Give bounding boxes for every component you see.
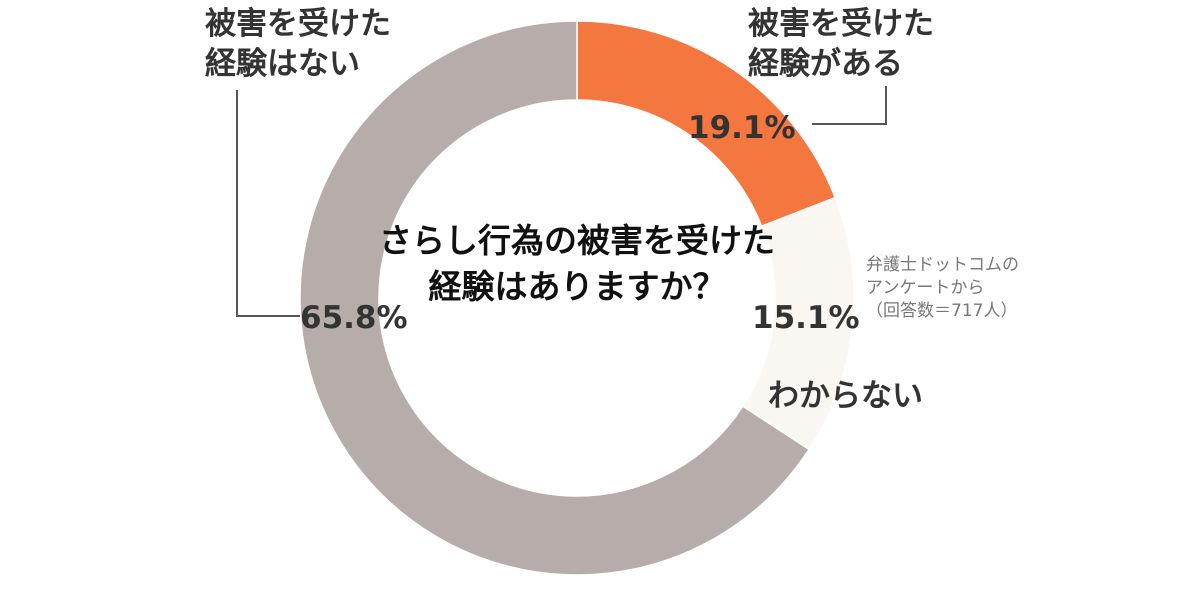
chart-title: さらし行為の被害を受けた経験はありますか？: [379, 221, 775, 306]
label-line: 経験はない: [205, 46, 360, 82]
slice-label-yes: 被害を受けた 経験がある: [748, 4, 934, 84]
slice-value-no: 65.8%: [300, 300, 408, 336]
label-line: 被害を受けた: [748, 6, 934, 42]
slice-label-no: 被害を受けた 経験はない: [205, 4, 391, 84]
note-line: 弁護士ドットコムの: [866, 255, 1019, 275]
note-line: アンケートから: [866, 278, 985, 298]
leader-line-yes: [812, 86, 887, 125]
slice-value-unknown: 15.1%: [752, 300, 860, 336]
note-line: （回答数＝717人）: [866, 301, 1018, 321]
slice-label-unknown: わからない: [768, 378, 923, 414]
source-note: 弁護士ドットコムの アンケートから （回答数＝717人）: [866, 254, 1019, 323]
slice-value-yes: 19.1%: [688, 110, 796, 146]
label-line: 経験がある: [748, 46, 903, 82]
donut-slice-3: [299, 20, 811, 576]
label-line: 被害を受けた: [205, 6, 391, 42]
leader-line-no: [236, 90, 300, 317]
